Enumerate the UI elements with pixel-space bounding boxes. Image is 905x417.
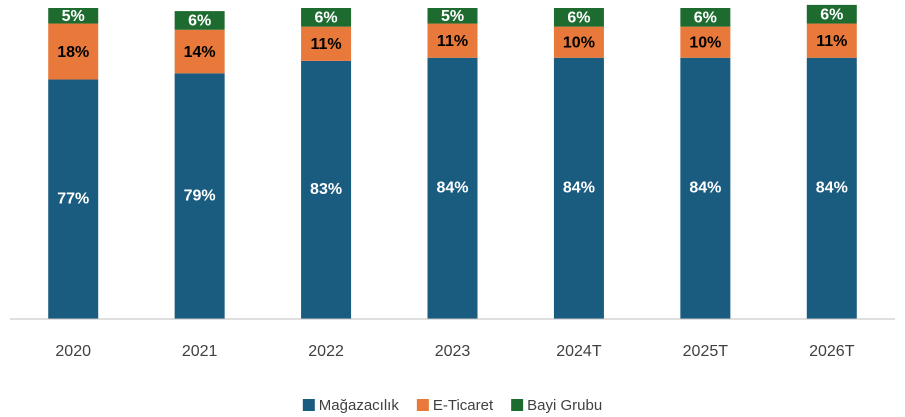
legend-label: Bayi Grubu: [527, 397, 602, 414]
bar-segment: [427, 8, 478, 24]
bar-segment: [48, 79, 99, 319]
bar-segment: [806, 4, 857, 24]
bar-segment: [553, 8, 604, 27]
x-tick-label: 2021: [182, 343, 218, 360]
legend-swatch: [416, 399, 429, 411]
data-label: 84%: [689, 180, 721, 197]
data-label: 10%: [689, 34, 721, 51]
bar-segment: [174, 29, 225, 74]
bar-segment: [553, 57, 604, 319]
x-tick-label: 2024T: [556, 343, 602, 360]
data-label: 6%: [694, 10, 717, 27]
data-label: 5%: [441, 8, 464, 25]
x-tick-label: 2025T: [683, 343, 729, 360]
bar-segment: [806, 23, 857, 58]
bar-segment: [301, 60, 352, 320]
data-label: 83%: [310, 181, 342, 198]
bar-segment: [680, 26, 731, 58]
x-tick-label: 2023: [435, 343, 471, 360]
bar-segment: [553, 26, 604, 58]
bar-segment: [301, 26, 352, 61]
data-label: 77%: [57, 190, 89, 207]
data-label: 18%: [57, 44, 89, 61]
data-label: 14%: [184, 44, 216, 61]
legend-label: E-Ticaret: [433, 397, 494, 414]
bar-segment: [806, 57, 857, 319]
data-label: 6%: [820, 6, 843, 23]
data-label: 6%: [188, 13, 211, 30]
legend-label: Mağazacılık: [319, 397, 400, 414]
data-label: 84%: [816, 180, 848, 197]
legend-swatch: [511, 399, 524, 411]
legend-swatch: [302, 399, 315, 411]
x-tick-label: 2020: [55, 343, 91, 360]
bar-segment: [174, 73, 225, 319]
data-label: 10%: [563, 34, 595, 51]
x-tick-label: 2022: [308, 343, 344, 360]
data-label: 84%: [436, 180, 468, 197]
bar-segment: [174, 11, 225, 30]
bar-segment: [48, 23, 99, 80]
data-label: 11%: [437, 33, 468, 50]
bar-segment: [427, 57, 478, 319]
data-label: 11%: [816, 33, 847, 50]
bar-segment: [680, 8, 731, 27]
data-label: 6%: [567, 10, 590, 27]
x-tick-label: 2026T: [809, 343, 855, 360]
data-label: 6%: [315, 10, 338, 27]
bar-segment: [680, 57, 731, 319]
bar-segment: [427, 23, 478, 58]
bar-segment: [48, 8, 99, 24]
data-label: 84%: [563, 180, 595, 197]
data-label: 5%: [62, 8, 85, 25]
data-label: 11%: [311, 36, 342, 53]
data-label: 79%: [184, 187, 216, 204]
bar-segment: [301, 8, 352, 27]
